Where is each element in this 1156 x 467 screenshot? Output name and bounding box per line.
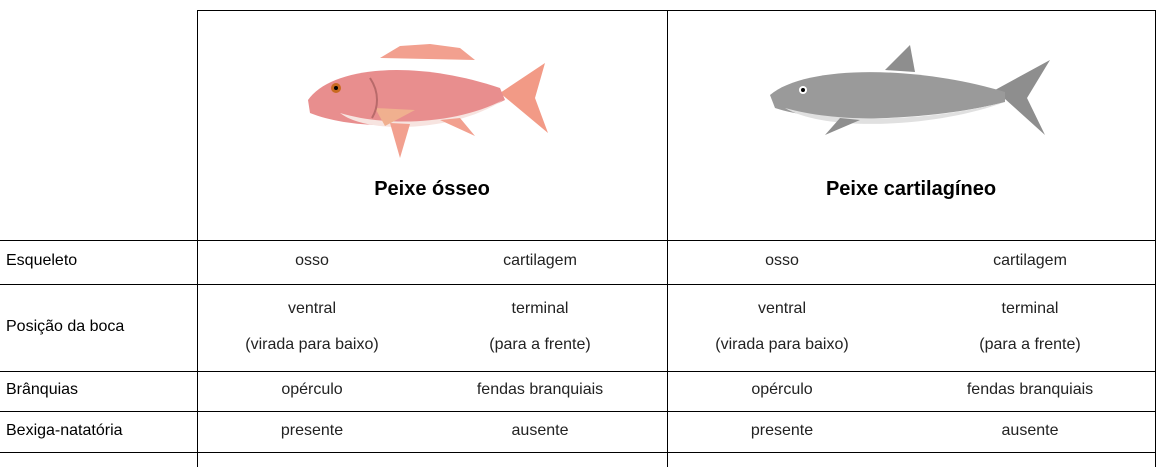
row-label: Esqueleto — [6, 252, 78, 269]
border — [0, 284, 1156, 285]
cell-text: presente — [750, 421, 814, 439]
border — [0, 411, 1156, 412]
cell-text: (virada para baixo) — [245, 335, 379, 353]
column-header: Peixe cartilagíneo — [825, 178, 997, 200]
cell-text: fendas branquiais — [966, 381, 1094, 398]
bony-fish-image — [308, 44, 548, 158]
shark-image — [770, 45, 1050, 135]
cell-text: osso — [765, 252, 799, 269]
cell-text: opérculo — [281, 381, 343, 398]
cell-text: terminal — [1001, 299, 1059, 317]
border — [0, 452, 1156, 453]
cell-text: cartilagem — [503, 252, 577, 269]
cell-text: opérculo — [751, 381, 813, 398]
cell-text: ventral — [757, 299, 807, 317]
cell-text: fendas branquiais — [476, 381, 604, 398]
cell-text: terminal — [511, 299, 569, 317]
cell-text: (virada para baixo) — [715, 335, 849, 353]
row-label: Bexiga-natatória — [6, 421, 123, 439]
cell-text: cartilagem — [993, 252, 1067, 269]
cell-text: osso — [295, 252, 329, 269]
cell-text: (para a frente) — [489, 335, 591, 353]
row-label: Posição da boca — [6, 317, 125, 335]
cell-text: (para a frente) — [979, 335, 1081, 353]
cell-text: ausente — [1001, 421, 1059, 439]
row-label: Brânquias — [6, 381, 79, 398]
border — [0, 240, 1156, 241]
border — [667, 10, 668, 467]
border — [197, 10, 198, 467]
cell-text: ventral — [287, 299, 337, 317]
cell-text: presente — [280, 421, 344, 439]
border — [0, 371, 1156, 372]
cell-text: ausente — [511, 421, 569, 439]
border — [197, 10, 1156, 11]
column-header: Peixe ósseo — [374, 178, 490, 200]
